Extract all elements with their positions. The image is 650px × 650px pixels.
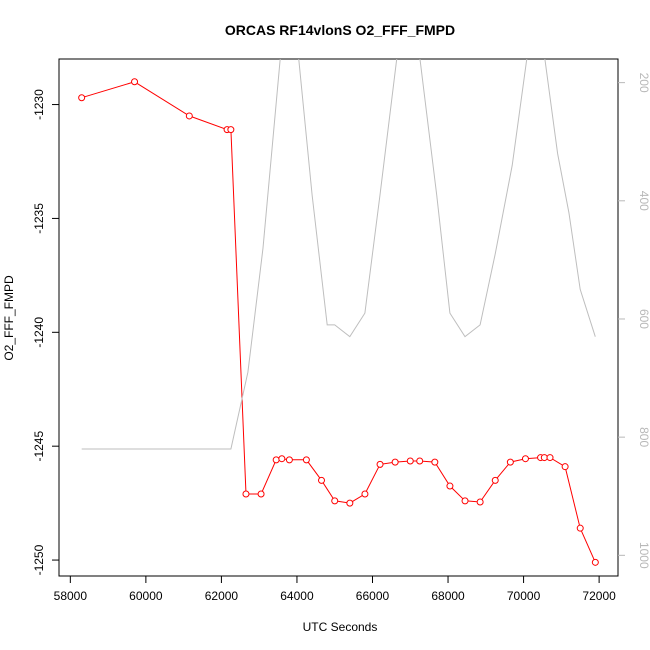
data-point [376, 460, 384, 468]
data-point [185, 112, 193, 120]
x-tick-label: 58000 [54, 589, 88, 603]
data-point [431, 458, 439, 466]
data-point [546, 454, 554, 462]
data-point [278, 455, 286, 463]
y2-tick-label: 400 [637, 191, 650, 211]
y-tick-label: -1230 [32, 89, 46, 120]
plot-frame [58, 58, 619, 577]
chart-title: ORCAS RF14vlonS O2_FFF_FMPD [225, 22, 455, 38]
data-point [416, 457, 424, 465]
secondary-series-line [81, 59, 596, 450]
y-tick-label: -1245 [32, 431, 46, 462]
y-tick-label: -1240 [32, 317, 46, 348]
y-tick-label: -1250 [32, 544, 46, 575]
x-tick-label: 66000 [356, 589, 390, 603]
data-point [331, 497, 339, 505]
x-tick-label: 72000 [582, 589, 616, 603]
data-point [227, 126, 235, 134]
data-point [391, 458, 399, 466]
data-point [78, 94, 86, 102]
data-point [491, 476, 499, 484]
data-point [361, 490, 369, 498]
y2-tick-label: 800 [637, 427, 650, 447]
y2-tick-label: 600 [637, 309, 650, 329]
data-point [506, 458, 514, 466]
x-axis-title: UTC Seconds [303, 620, 378, 634]
data-point [242, 490, 250, 498]
data-point [285, 456, 293, 464]
y-axis-title: O2_FFF_FMPD [2, 275, 16, 361]
x-tick-label: 62000 [205, 589, 239, 603]
x-tick-label: 70000 [507, 589, 541, 603]
data-point [318, 476, 326, 484]
plot-area: 58000 60000 62000 64000 66000 68000 70000 72000… [32, 58, 650, 603]
data-point [461, 497, 469, 505]
data-point [131, 78, 139, 86]
data-point [576, 524, 584, 532]
data-point [446, 482, 454, 490]
y-tick-label: -1235 [32, 203, 46, 234]
y2-tick-label: 1000 [637, 542, 650, 569]
data-point [257, 490, 265, 498]
y2-tick-label: 200 [637, 73, 650, 93]
data-point [346, 499, 354, 507]
data-point [272, 456, 280, 464]
primary-series-line [81, 81, 596, 563]
x-tick-label: 68000 [431, 589, 465, 603]
data-point [591, 558, 599, 566]
data-point [406, 457, 414, 465]
data-point [521, 455, 529, 463]
data-point [302, 456, 310, 464]
x-tick-label: 64000 [280, 589, 314, 603]
data-point [561, 463, 569, 471]
x-tick-label: 60000 [129, 589, 163, 603]
data-point [540, 454, 548, 462]
data-point [476, 498, 484, 506]
